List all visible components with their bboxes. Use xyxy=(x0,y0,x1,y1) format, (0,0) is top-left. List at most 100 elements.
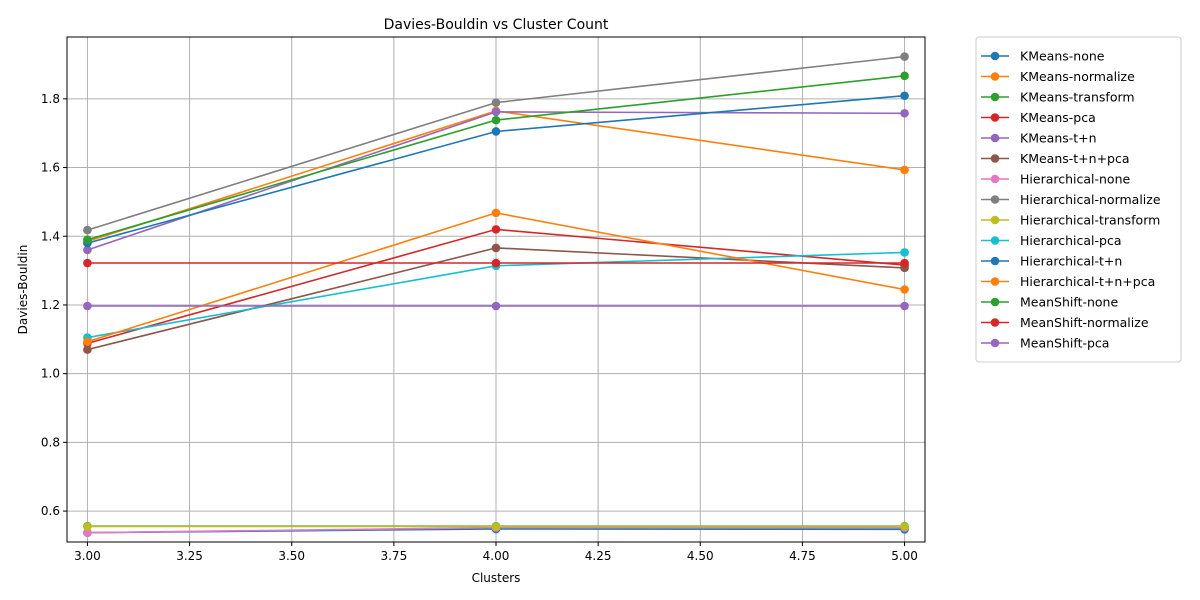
legend-label: Hierarchical-normalize xyxy=(1020,192,1161,207)
x-tick-label: 4.25 xyxy=(585,549,612,563)
legend-marker xyxy=(990,297,1000,307)
data-point xyxy=(83,337,92,347)
grid xyxy=(67,37,925,542)
data-point xyxy=(83,301,92,311)
data-point xyxy=(900,52,909,61)
x-tick-label: 3.00 xyxy=(74,549,101,563)
legend-marker xyxy=(990,236,1000,245)
legend-marker xyxy=(990,256,1000,266)
legend-label: Hierarchical-none xyxy=(1020,172,1131,187)
data-point xyxy=(900,108,909,118)
data-point xyxy=(491,301,501,311)
data-point xyxy=(83,528,92,538)
legend-entry: Hierarchical-transform xyxy=(981,213,1160,228)
legend-label: KMeans-transform xyxy=(1020,90,1135,105)
legend: KMeans-none KMeans-normalize KMeans-transf… xyxy=(975,36,1182,363)
data-point xyxy=(491,225,501,234)
series-Hierarchical-t+n+pca xyxy=(83,208,909,347)
legend-marker xyxy=(990,72,1000,81)
series-MeanShift-pca xyxy=(83,301,909,311)
legend-box xyxy=(975,36,1182,363)
legend-entry: MeanShift-pca xyxy=(981,336,1109,351)
legend-marker xyxy=(990,215,1000,225)
legend-entry: KMeans-normalize xyxy=(981,69,1135,84)
legend-entry: Hierarchical-normalize xyxy=(981,192,1161,207)
data-point xyxy=(491,98,501,107)
data-point xyxy=(491,522,501,531)
legend-marker xyxy=(990,195,1000,204)
x-tick-label: 3.50 xyxy=(278,549,305,563)
legend-marker xyxy=(990,318,1000,327)
x-axis-label: Clusters xyxy=(472,571,521,585)
data-point xyxy=(491,107,501,117)
legend-marker xyxy=(990,133,1000,143)
legend-entry: KMeans-transform xyxy=(981,90,1135,105)
y-tick-label: 1.4 xyxy=(41,229,60,243)
data-point xyxy=(83,245,92,255)
data-point xyxy=(900,285,909,294)
legend-marker xyxy=(990,277,1000,286)
legend-entry: KMeans-t+n xyxy=(981,131,1097,146)
legend-label: KMeans-pca xyxy=(1020,110,1096,125)
legend-label: Hierarchical-pca xyxy=(1020,233,1121,248)
legend-label: KMeans-none xyxy=(1020,49,1105,64)
y-axis: 0.6 0.8 1.0 1.2 1.4 1.6 1.8 xyxy=(41,92,67,518)
data-point xyxy=(491,243,501,253)
legend-marker xyxy=(990,92,1000,102)
legend-marker xyxy=(990,174,1000,184)
legend-label: KMeans-t+n xyxy=(1020,131,1097,146)
y-tick-label: 1.2 xyxy=(41,298,60,312)
x-tick-label: 4.00 xyxy=(483,549,510,563)
y-tick-label: 0.8 xyxy=(41,435,60,449)
legend-label: KMeans-t+n+pca xyxy=(1020,151,1130,166)
y-tick-label: 1.0 xyxy=(41,367,60,381)
data-point xyxy=(900,71,909,81)
legend-entry: MeanShift-none xyxy=(981,295,1118,310)
y-tick-label: 0.6 xyxy=(41,504,60,518)
legend-entry: Hierarchical-pca xyxy=(981,233,1121,248)
series-layer xyxy=(83,52,909,538)
y-tick-label: 1.6 xyxy=(41,161,60,175)
legend-label: MeanShift-normalize xyxy=(1020,315,1149,330)
data-point xyxy=(83,522,92,531)
legend-entry: Hierarchical-none xyxy=(981,172,1131,187)
series-MeanShift-none xyxy=(83,71,909,244)
legend-label: Hierarchical-t+n xyxy=(1020,254,1122,269)
legend-entry: KMeans-t+n+pca xyxy=(981,151,1130,166)
legend-marker xyxy=(990,338,1000,348)
series-Hierarchical-transform xyxy=(83,522,909,531)
legend-entry: Hierarchical-t+n+pca xyxy=(981,274,1155,289)
legend-label: MeanShift-none xyxy=(1020,295,1118,310)
data-point xyxy=(900,248,909,257)
data-point xyxy=(900,301,909,311)
series-MeanShift-normalize xyxy=(83,258,909,268)
data-point xyxy=(491,127,501,136)
chart-title: Davies-Bouldin vs Cluster Count xyxy=(384,17,609,33)
data-point xyxy=(491,208,501,218)
data-point xyxy=(900,522,909,531)
data-point xyxy=(83,235,92,244)
legend-marker xyxy=(990,154,1000,163)
data-point xyxy=(900,258,909,268)
x-axis: 3.00 3.25 3.50 3.75 4.00 4.25 4.50 4.75 5.00 xyxy=(74,542,918,563)
data-point xyxy=(900,165,909,175)
data-point xyxy=(491,115,501,125)
legend-label: KMeans-normalize xyxy=(1020,69,1135,84)
data-point xyxy=(491,258,501,268)
legend-entry: Hierarchical-t+n xyxy=(981,254,1122,269)
legend-marker xyxy=(990,113,1000,122)
x-tick-label: 4.50 xyxy=(687,549,714,563)
y-tick-label: 1.8 xyxy=(41,92,60,106)
x-tick-label: 5.00 xyxy=(891,549,918,563)
x-tick-label: 4.75 xyxy=(789,549,816,563)
x-tick-label: 3.25 xyxy=(176,549,203,563)
series-Hierarchical-t+n xyxy=(83,91,909,248)
legend-marker xyxy=(990,51,1000,61)
series-Hierarchical-normalize xyxy=(83,52,909,235)
legend-label: MeanShift-pca xyxy=(1020,336,1109,351)
legend-label: Hierarchical-transform xyxy=(1020,213,1160,228)
legend-entry: KMeans-pca xyxy=(981,110,1096,125)
x-tick-label: 3.75 xyxy=(380,549,407,563)
legend-entry: KMeans-none xyxy=(981,49,1105,64)
